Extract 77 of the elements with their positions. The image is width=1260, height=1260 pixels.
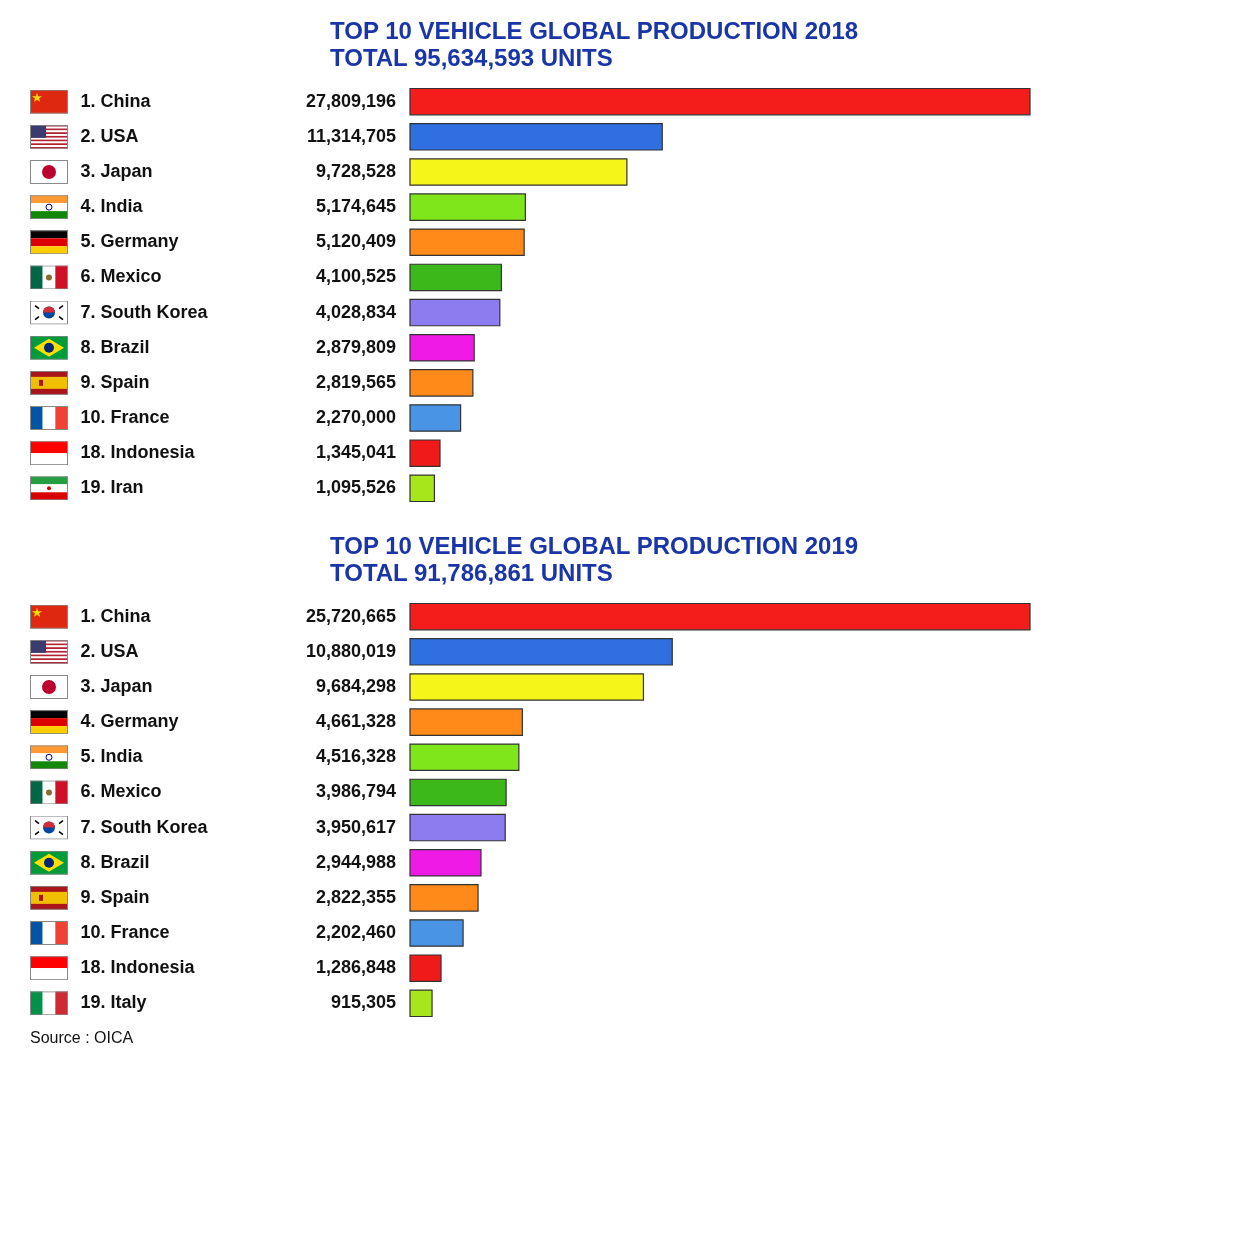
data-label: 5,120,409 (315, 231, 396, 252)
y-tick-label: 10. France (80, 407, 170, 428)
y-tick-label: 7. South Korea (80, 816, 209, 837)
bar (409, 848, 482, 877)
y-tick-label: 9. Spain (80, 886, 150, 907)
y-tick-label: 8. Brazil (80, 851, 150, 872)
bar (409, 743, 520, 772)
chart-title: TOP 10 VEHICLE GLOBAL PRODUCTION 2018 (330, 17, 859, 44)
bar (409, 369, 474, 397)
chart-subtitle: TOTAL 95,634,593 UNITS (330, 44, 613, 71)
bar (409, 919, 464, 947)
bar (409, 158, 628, 186)
data-label: 2,822,355 (315, 886, 396, 907)
y-tick-label: 19. Iran (80, 477, 144, 498)
bar (409, 673, 645, 701)
y-tick-label: 18. Indonesia (80, 442, 196, 463)
chart-subtitle: TOTAL 91,786,861 UNITS (330, 559, 613, 586)
data-label: 3,950,617 (315, 816, 396, 837)
data-label: 4,100,525 (315, 266, 396, 287)
data-label: 25,720,665 (305, 605, 396, 626)
data-label: 10,880,019 (305, 640, 396, 661)
bar (409, 474, 436, 503)
bar (409, 954, 442, 982)
bar (409, 263, 503, 292)
data-label: 27,809,196 (305, 90, 396, 111)
y-tick-label: 19. Italy (80, 992, 147, 1013)
bar (409, 298, 501, 327)
y-tick-label: 18. Indonesia (80, 957, 196, 978)
y-tick-label: 4. Germany (80, 711, 179, 732)
y-tick-label: 7. South Korea (80, 301, 209, 322)
bar (409, 333, 475, 362)
y-tick-label: 1. China (80, 605, 152, 626)
data-label: 9,728,528 (315, 160, 396, 181)
y-tick-label: 2. USA (80, 125, 139, 146)
bar (409, 193, 526, 221)
bar (409, 602, 1031, 631)
data-label: 4,028,834 (315, 301, 396, 322)
data-label: 2,202,460 (315, 922, 396, 943)
data-label: 915,305 (330, 992, 396, 1013)
data-label: 3,986,794 (315, 781, 396, 802)
bar (409, 638, 673, 666)
data-label: 5,174,645 (315, 196, 396, 217)
chart-title: TOP 10 VEHICLE GLOBAL PRODUCTION 2019 (330, 532, 859, 559)
data-label: 2,879,809 (315, 336, 396, 357)
data-label: 1,345,041 (315, 442, 396, 463)
bar (409, 708, 523, 736)
data-label: 4,516,328 (315, 746, 396, 767)
data-label: 11,314,705 (306, 125, 396, 146)
y-tick-label: 5. India (80, 746, 144, 767)
y-tick-label: 5. Germany (80, 231, 179, 252)
y-tick-label: 2. USA (80, 640, 139, 661)
y-tick-label: 10. France (80, 922, 170, 943)
bar (409, 87, 1031, 116)
bar (409, 989, 433, 1018)
y-tick-label: 4. India (80, 196, 144, 217)
bar (409, 884, 479, 912)
data-label: 9,684,298 (315, 675, 396, 696)
data-label: 1,286,848 (315, 957, 396, 978)
data-label: 2,819,565 (315, 371, 396, 392)
y-tick-label: 1. China (80, 90, 152, 111)
bar (409, 439, 441, 467)
bar (409, 228, 525, 257)
bar (409, 813, 506, 842)
y-tick-label: 6. Mexico (80, 781, 162, 802)
y-tick-label: 3. Japan (80, 160, 153, 181)
y-tick-label: 9. Spain (80, 371, 150, 392)
data-label: 1,095,526 (315, 477, 396, 498)
y-tick-label: 6. Mexico (80, 266, 162, 287)
data-label: 4,661,328 (315, 711, 396, 732)
y-tick-label: 3. Japan (80, 675, 153, 696)
bar (409, 123, 663, 151)
data-label: 2,270,000 (315, 407, 396, 428)
bar (409, 404, 462, 432)
y-tick-label: 8. Brazil (80, 336, 150, 357)
data-label: 2,944,988 (315, 851, 396, 872)
source-note: Source : OICA (30, 1029, 134, 1046)
bar (409, 778, 507, 807)
